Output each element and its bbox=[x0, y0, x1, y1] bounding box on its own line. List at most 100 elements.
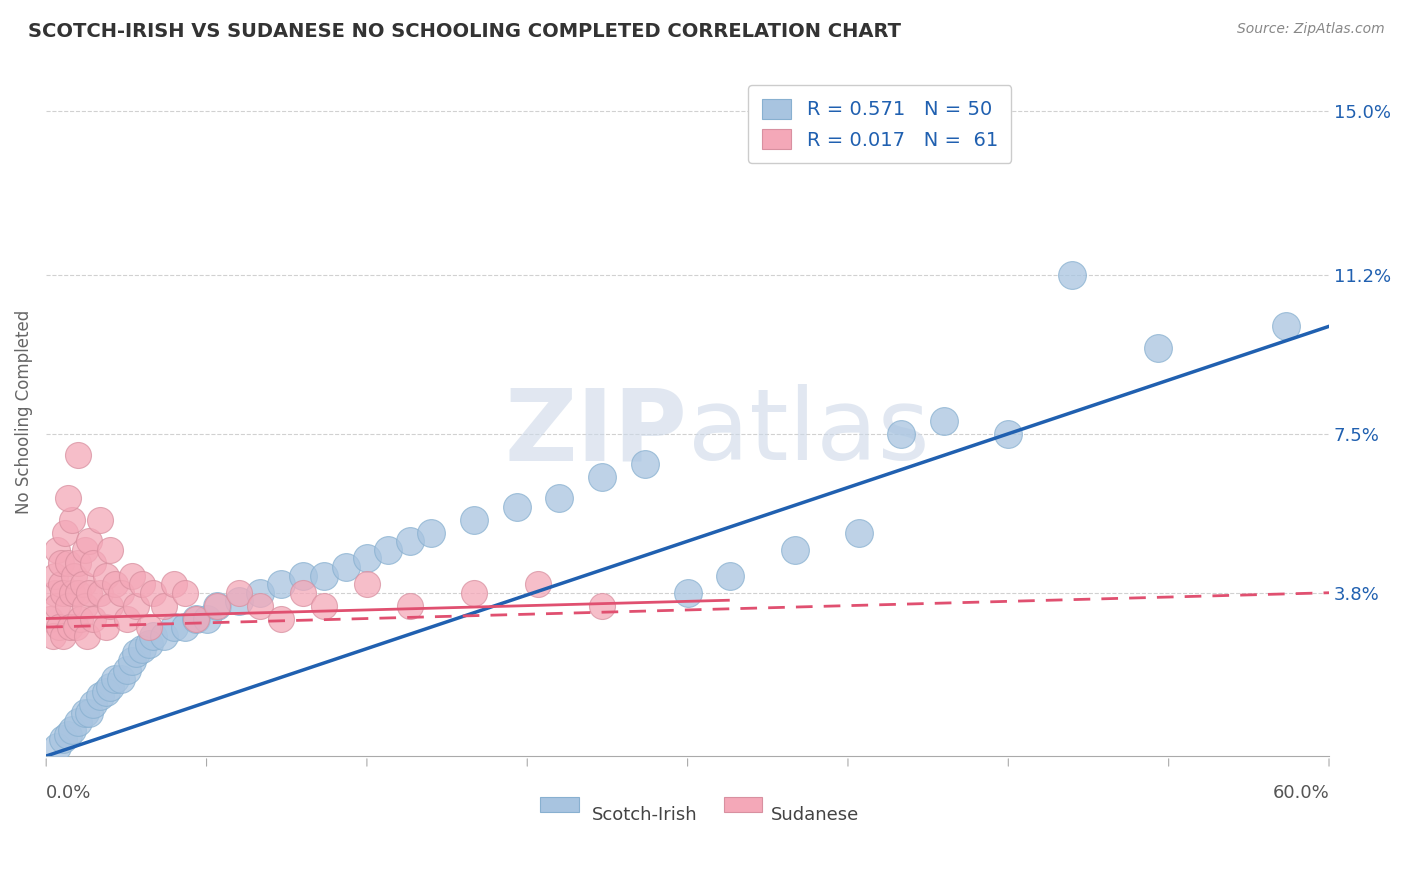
Point bbox=[45, 599, 67, 613]
Point bbox=[1062, 268, 1084, 282]
Point bbox=[49, 556, 72, 570]
Text: Sudanese: Sudanese bbox=[770, 805, 859, 823]
Point bbox=[1147, 341, 1170, 355]
Point bbox=[142, 629, 165, 643]
Text: 60.0%: 60.0% bbox=[1272, 783, 1329, 802]
Point bbox=[63, 568, 86, 582]
Point bbox=[335, 560, 357, 574]
Point bbox=[94, 620, 117, 634]
Point bbox=[138, 637, 160, 651]
Point bbox=[76, 629, 98, 643]
Point bbox=[60, 723, 83, 738]
Point bbox=[82, 611, 104, 625]
Point bbox=[82, 698, 104, 712]
Point bbox=[398, 534, 420, 549]
Point bbox=[117, 611, 139, 625]
Point bbox=[634, 457, 657, 471]
Point bbox=[420, 525, 443, 540]
Point bbox=[591, 599, 613, 613]
Point bbox=[117, 663, 139, 677]
Point bbox=[463, 586, 485, 600]
Point bbox=[142, 586, 165, 600]
Point bbox=[505, 500, 527, 514]
Text: atlas: atlas bbox=[688, 384, 929, 482]
Point bbox=[356, 551, 378, 566]
Point bbox=[718, 568, 741, 582]
Point bbox=[195, 611, 218, 625]
Point bbox=[49, 577, 72, 591]
Point bbox=[228, 594, 250, 608]
Point bbox=[997, 426, 1019, 441]
Point bbox=[89, 689, 111, 703]
Point bbox=[174, 620, 197, 634]
Point bbox=[98, 680, 121, 694]
Point bbox=[314, 599, 336, 613]
Point bbox=[249, 586, 271, 600]
Point bbox=[73, 542, 96, 557]
Point bbox=[1275, 319, 1298, 334]
Text: SCOTCH-IRISH VS SUDANESE NO SCHOOLING COMPLETED CORRELATION CHART: SCOTCH-IRISH VS SUDANESE NO SCHOOLING CO… bbox=[28, 22, 901, 41]
Point bbox=[548, 491, 571, 506]
Point bbox=[125, 599, 148, 613]
Point bbox=[291, 586, 314, 600]
Point bbox=[48, 620, 70, 634]
Point bbox=[89, 513, 111, 527]
Point bbox=[104, 672, 127, 686]
Point bbox=[69, 611, 91, 625]
Point bbox=[77, 586, 100, 600]
Point bbox=[44, 586, 66, 600]
Point bbox=[94, 684, 117, 698]
Point bbox=[52, 731, 75, 746]
Point bbox=[163, 577, 186, 591]
Point bbox=[60, 586, 83, 600]
Point bbox=[138, 620, 160, 634]
Point bbox=[55, 525, 77, 540]
Point bbox=[131, 577, 153, 591]
Point bbox=[67, 586, 90, 600]
FancyBboxPatch shape bbox=[724, 797, 762, 813]
Point bbox=[45, 740, 67, 755]
Point bbox=[39, 611, 62, 625]
Point bbox=[65, 620, 87, 634]
Text: 0.0%: 0.0% bbox=[46, 783, 91, 802]
Point bbox=[98, 542, 121, 557]
Point bbox=[60, 513, 83, 527]
Point bbox=[73, 599, 96, 613]
Point bbox=[121, 655, 143, 669]
Point bbox=[848, 525, 870, 540]
Point bbox=[207, 599, 229, 613]
Point bbox=[314, 568, 336, 582]
Point bbox=[77, 706, 100, 720]
Point bbox=[463, 513, 485, 527]
Point bbox=[398, 599, 420, 613]
Point bbox=[890, 426, 912, 441]
Point bbox=[184, 611, 207, 625]
Point bbox=[44, 568, 66, 582]
Point bbox=[52, 586, 75, 600]
Point bbox=[121, 568, 143, 582]
Point bbox=[56, 556, 79, 570]
Point bbox=[270, 611, 292, 625]
Point bbox=[249, 599, 271, 613]
Point bbox=[527, 577, 550, 591]
Point bbox=[356, 577, 378, 591]
FancyBboxPatch shape bbox=[540, 797, 578, 813]
Point bbox=[207, 599, 229, 613]
Point bbox=[152, 599, 174, 613]
Point bbox=[228, 586, 250, 600]
Point bbox=[98, 599, 121, 613]
Y-axis label: No Schooling Completed: No Schooling Completed bbox=[15, 310, 32, 515]
Point bbox=[104, 577, 127, 591]
Point bbox=[131, 641, 153, 656]
Point bbox=[163, 620, 186, 634]
Text: Source: ZipAtlas.com: Source: ZipAtlas.com bbox=[1237, 22, 1385, 37]
Point bbox=[291, 568, 314, 582]
Point bbox=[56, 491, 79, 506]
Point bbox=[67, 448, 90, 462]
Point bbox=[56, 599, 79, 613]
Point bbox=[89, 586, 111, 600]
Point bbox=[82, 556, 104, 570]
Point bbox=[591, 469, 613, 483]
Point bbox=[110, 586, 132, 600]
Point bbox=[676, 586, 699, 600]
